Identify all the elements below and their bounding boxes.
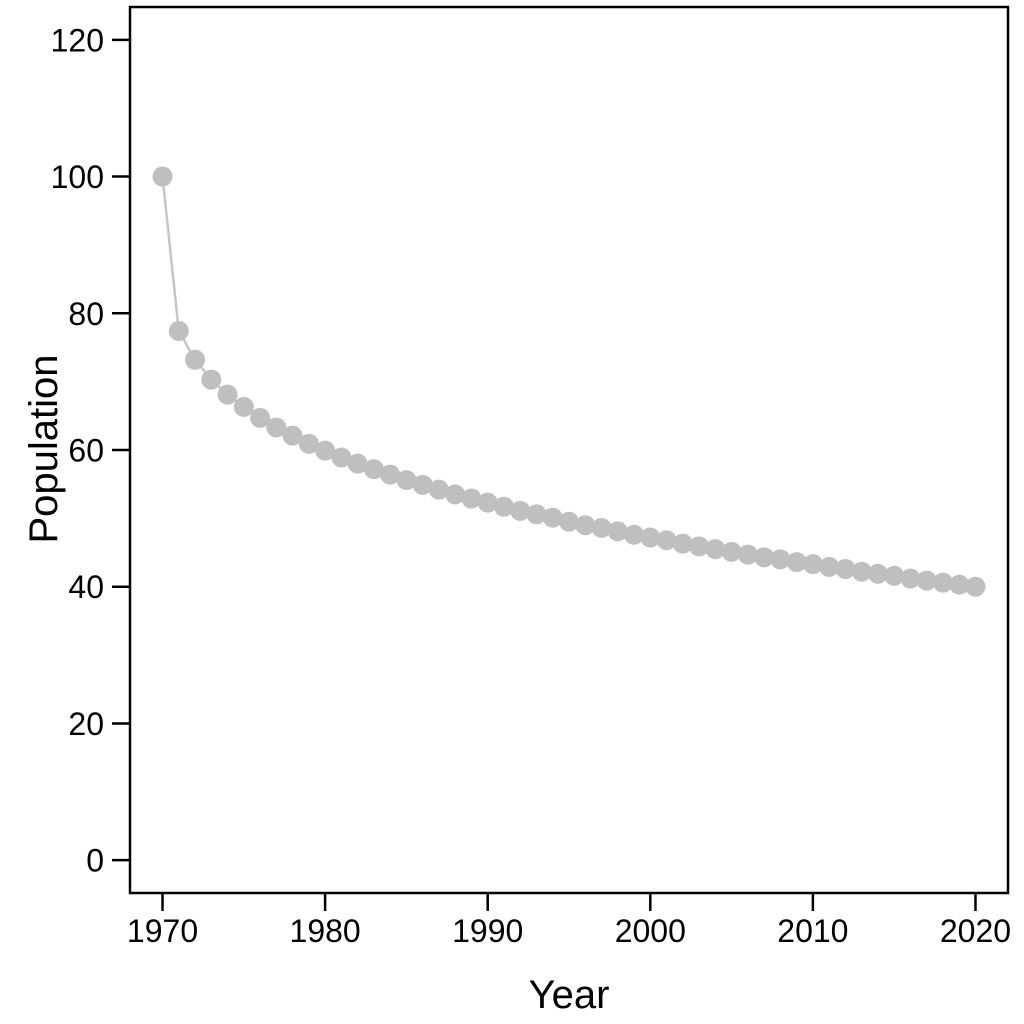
x-tick-label: 1980 [290, 913, 361, 949]
data-point [542, 507, 563, 528]
data-point [705, 539, 726, 560]
y-tick-label: 0 [86, 843, 104, 879]
data-point [477, 492, 498, 513]
data-point [672, 533, 693, 554]
data-point [884, 565, 905, 586]
x-tick-label: 2000 [615, 913, 686, 949]
series-points [152, 166, 986, 597]
data-point [721, 541, 742, 562]
data-point [851, 561, 872, 582]
data-point [802, 554, 823, 575]
data-point [754, 547, 775, 568]
data-point [428, 479, 449, 500]
data-point [640, 527, 661, 548]
y-tick-label: 60 [68, 433, 104, 469]
y-axis-title: Population [22, 354, 66, 543]
data-point [526, 504, 547, 525]
data-point [786, 552, 807, 573]
data-point [949, 574, 970, 595]
data-point [689, 536, 710, 557]
data-point [152, 166, 173, 187]
data-point [461, 488, 482, 509]
y-tick-label: 40 [68, 569, 104, 605]
data-point [965, 576, 986, 597]
data-point [932, 572, 953, 593]
data-point [266, 417, 287, 438]
data-point [559, 511, 579, 532]
data-point [867, 563, 888, 584]
x-tick-label: 2010 [777, 913, 848, 949]
data-point [656, 530, 677, 551]
x-tick-label: 1970 [127, 913, 198, 949]
data-point [510, 500, 531, 521]
data-point [607, 521, 628, 542]
data-point [347, 453, 368, 474]
data-point [233, 396, 254, 417]
data-point [737, 544, 758, 565]
data-point [493, 496, 514, 517]
y-tick-label: 120 [51, 22, 104, 58]
data-point [412, 474, 433, 495]
data-point [185, 349, 206, 370]
data-point [445, 484, 466, 505]
data-point [250, 407, 271, 428]
data-point [575, 515, 596, 536]
data-point [201, 369, 222, 390]
data-point [819, 556, 840, 577]
x-axis-title: Year [529, 973, 610, 1017]
data-point [217, 384, 238, 405]
y-tick-label: 80 [68, 296, 104, 332]
x-axis: 1970 1980 1990 2000 2010 2020 [127, 893, 1011, 949]
y-tick-label: 20 [68, 706, 104, 742]
data-point [916, 570, 937, 591]
data-point [770, 549, 791, 570]
data-point [624, 524, 645, 545]
data-point [298, 433, 319, 454]
data-point [331, 447, 352, 468]
y-tick-label: 100 [51, 159, 104, 195]
data-point [380, 464, 401, 485]
data-point [835, 558, 856, 579]
data-point [591, 517, 612, 538]
data-point [315, 440, 336, 461]
x-tick-label: 1990 [452, 913, 523, 949]
data-point [900, 568, 921, 589]
data-point [363, 459, 384, 480]
data-point [282, 425, 303, 446]
data-point [396, 470, 417, 491]
data-point [168, 321, 189, 342]
y-axis: 0 20 40 60 80 100 120 [51, 22, 130, 879]
plot-border [128, 5, 1010, 895]
x-tick-label: 2020 [940, 913, 1011, 949]
